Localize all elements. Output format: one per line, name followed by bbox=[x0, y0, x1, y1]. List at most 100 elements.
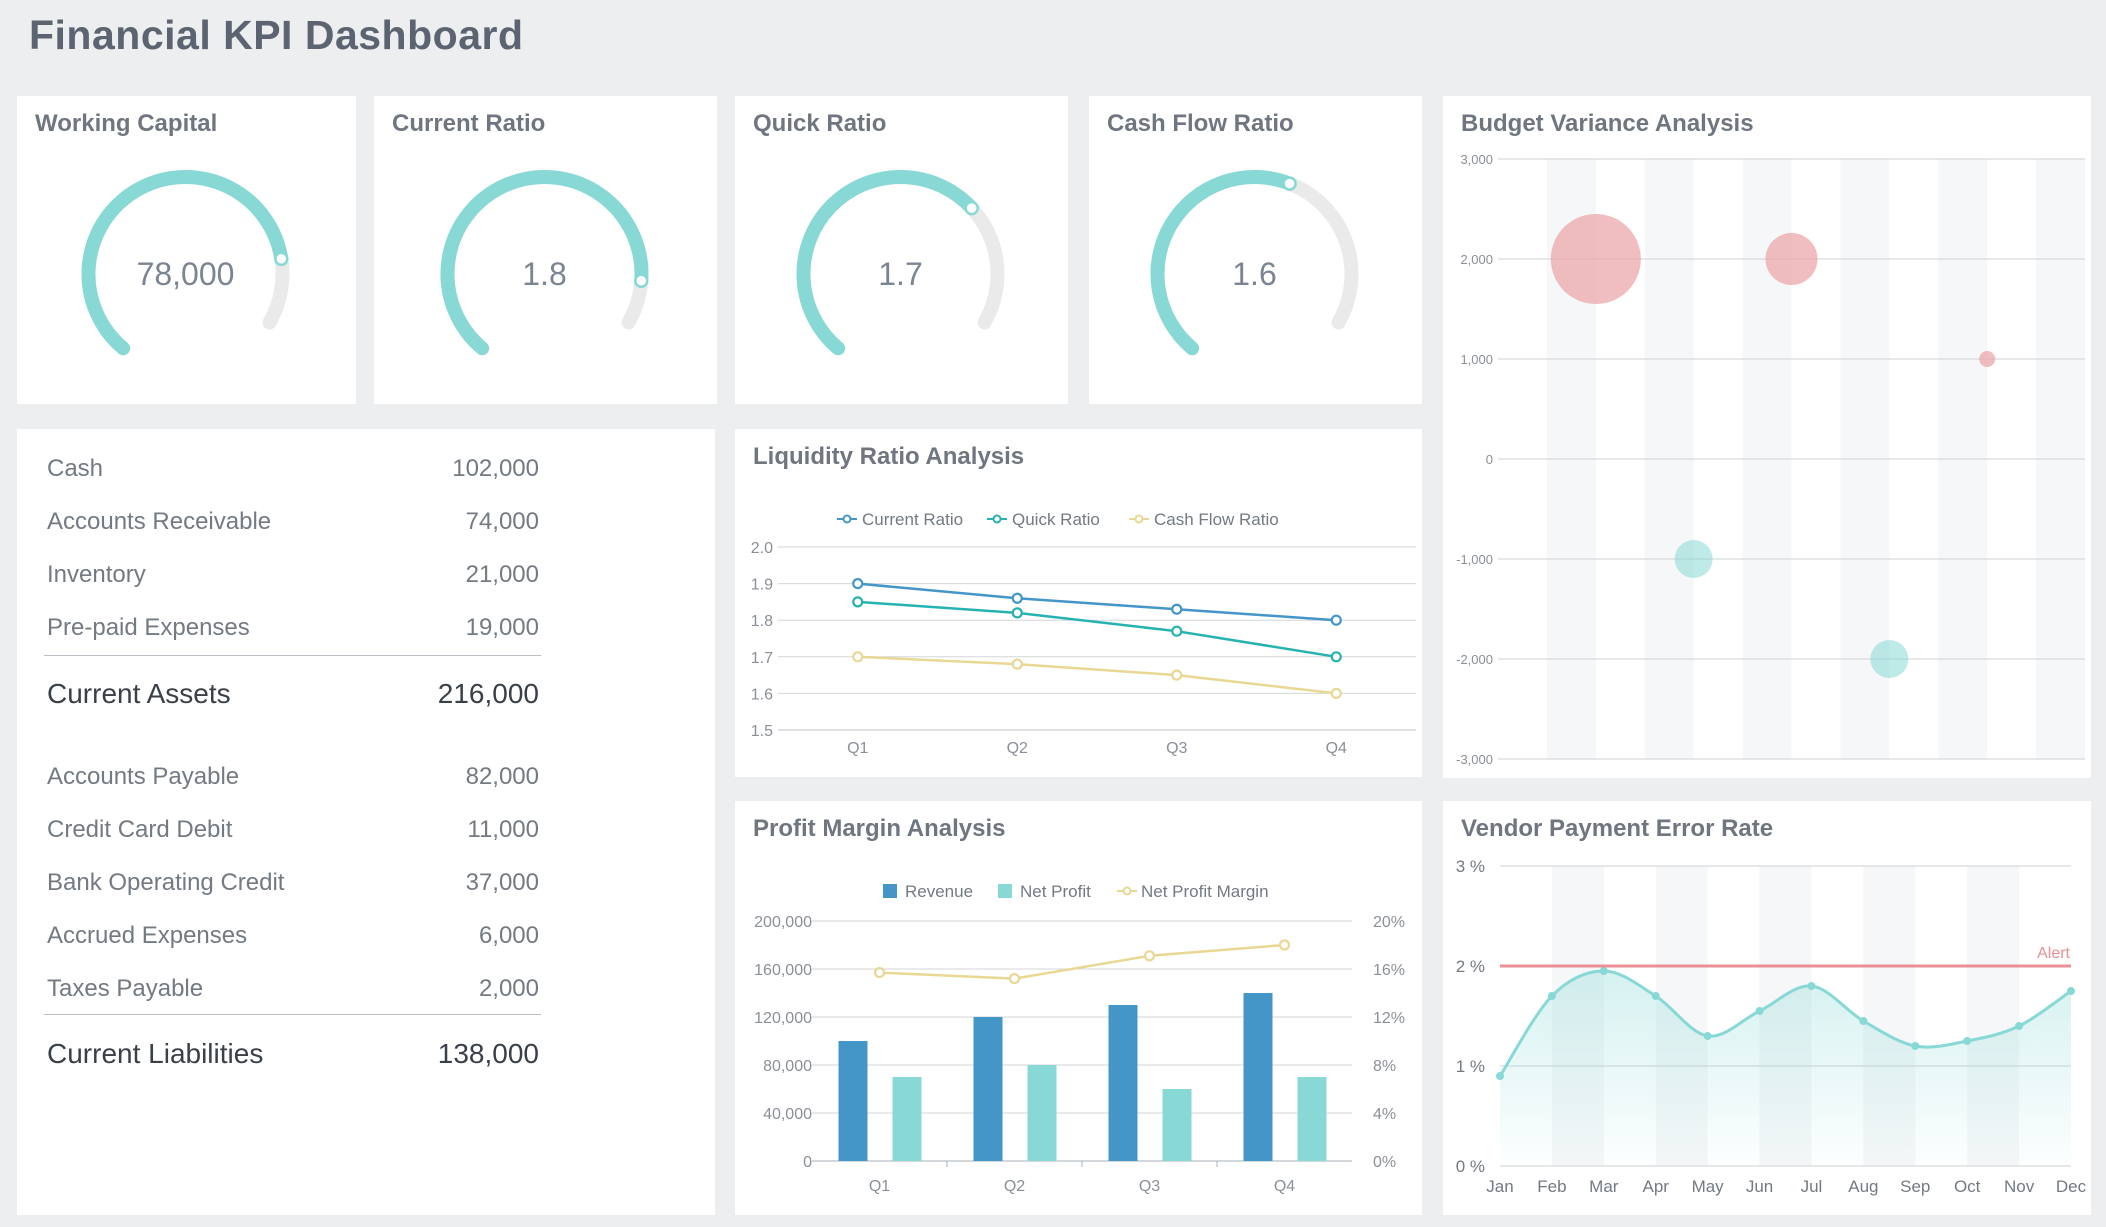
data-point bbox=[1171, 625, 1183, 637]
x-tick-label: Feb bbox=[1537, 1177, 1566, 1196]
legend-label: Cash Flow Ratio bbox=[1154, 510, 1279, 529]
data-point bbox=[2067, 987, 2075, 995]
revenue-bar bbox=[1108, 1005, 1138, 1161]
alert-label: Alert bbox=[2037, 945, 2070, 962]
row-value: 19,000 bbox=[465, 614, 539, 641]
x-tick-label: Dec bbox=[2056, 1177, 2087, 1196]
vendor-payment-card: Vendor Payment Error Rate 3 % 2 % 1 % 0 % Al… bbox=[1443, 801, 2091, 1215]
row-label: Pre-paid Expenses bbox=[47, 614, 250, 641]
gauge-value: 78,000 bbox=[137, 256, 235, 292]
legend-label: Quick Ratio bbox=[1012, 510, 1100, 529]
row-value: 6,000 bbox=[478, 922, 539, 949]
data-point bbox=[1330, 614, 1342, 626]
series-line bbox=[857, 655, 1337, 695]
y-tick-label: -1,000 bbox=[1456, 552, 1493, 567]
data-point bbox=[1859, 1017, 1868, 1025]
gauge-value: 1.6 bbox=[1232, 256, 1276, 292]
row-label: Bank Operating Credit bbox=[47, 869, 285, 896]
legend-label: Net Profit Margin bbox=[1141, 882, 1269, 901]
y2-tick-label: 8% bbox=[1373, 1058, 1396, 1075]
net-profit-bar bbox=[1027, 1065, 1057, 1161]
table-divider bbox=[44, 655, 541, 656]
variance-bubble bbox=[1550, 214, 1641, 304]
table-row: Bank Operating Credit 37,000 bbox=[47, 863, 539, 903]
y-tick-label: 2,000 bbox=[1460, 252, 1493, 267]
y-tick-label: 1 % bbox=[1456, 1057, 1485, 1076]
data-point bbox=[852, 596, 864, 608]
chart-title: Profit Margin Analysis bbox=[753, 815, 1006, 842]
gauge-value: 1.7 bbox=[878, 256, 922, 292]
cash-flow-ratio-card: Cash Flow Ratio 1.6 bbox=[1089, 96, 1422, 404]
y-tick-label: 120,000 bbox=[754, 1010, 812, 1027]
variance-bubble bbox=[1870, 640, 1909, 678]
data-point bbox=[1963, 1037, 1972, 1045]
x-tick-label: Q2 bbox=[1004, 1178, 1025, 1195]
row-label: Cash bbox=[47, 455, 104, 482]
data-point bbox=[1807, 982, 1816, 990]
gauge-value: 1.8 bbox=[522, 256, 566, 292]
x-tick-label: Q2 bbox=[1007, 740, 1028, 757]
data-point bbox=[2015, 1022, 2024, 1030]
variance-bubble bbox=[1979, 351, 1996, 367]
x-tick-label: Jan bbox=[1486, 1177, 1513, 1196]
data-point bbox=[1143, 950, 1156, 962]
series-line bbox=[857, 600, 1337, 659]
table-row: Inventory 21,000 bbox=[47, 555, 539, 595]
data-point bbox=[1011, 658, 1023, 670]
table-row: Accrued Expenses 6,000 bbox=[47, 916, 539, 956]
gauge-title: Quick Ratio bbox=[753, 110, 887, 137]
dashboard-title: Financial KPI Dashboard bbox=[29, 12, 524, 58]
chart-title: Budget Variance Analysis bbox=[1461, 110, 1754, 137]
revenue-bar bbox=[973, 1017, 1003, 1161]
table-row: Cash 102,000 bbox=[47, 449, 539, 489]
gauge-fill bbox=[440, 170, 649, 356]
table-total-row: Current Liabilities 138,000 bbox=[47, 1032, 539, 1072]
chart-title: Vendor Payment Error Rate bbox=[1461, 815, 1774, 842]
row-label: Accounts Receivable bbox=[47, 508, 272, 535]
legend-swatch bbox=[883, 884, 897, 898]
x-tick-label: Q1 bbox=[869, 1178, 890, 1195]
gauge: 1.6 bbox=[1150, 170, 1359, 356]
row-value: 74,000 bbox=[465, 508, 539, 535]
table-total-row: Current Assets 216,000 bbox=[47, 672, 539, 712]
gauge-fill bbox=[81, 170, 289, 356]
data-point bbox=[1496, 1072, 1504, 1080]
data-point bbox=[1330, 651, 1342, 663]
gauge-title: Working Capital bbox=[35, 110, 218, 137]
y-tick-label: 1.6 bbox=[751, 686, 773, 703]
y-tick-label: 200,000 bbox=[754, 914, 812, 931]
y-tick-label: 3 % bbox=[1456, 857, 1485, 876]
legend-label: Revenue bbox=[905, 882, 973, 901]
x-tick-label: Q3 bbox=[1166, 740, 1187, 757]
data-point bbox=[1599, 967, 1608, 975]
data-point bbox=[1278, 939, 1291, 951]
y2-tick-label: 20% bbox=[1373, 914, 1405, 931]
legend-label: Net Profit bbox=[1020, 882, 1091, 901]
liquidity-ratio-chart: 2.0 1.9 1.8 1.7 1.6 1.5 Q1 Q2 Q3 Q4 Current Ratio Q… bbox=[751, 510, 1416, 757]
gauge: 78,000 bbox=[81, 170, 290, 356]
x-tick-label: Aug bbox=[1848, 1177, 1878, 1196]
legend-label: Current Ratio bbox=[862, 510, 963, 529]
liquidity-ratio-card: Liquidity Ratio Analysis 2.0 1.9 1.8 1.7 1.6… bbox=[735, 429, 1422, 777]
x-tick-label: Nov bbox=[2004, 1177, 2035, 1196]
x-tick-label: Sep bbox=[1900, 1177, 1930, 1196]
data-point bbox=[1008, 973, 1021, 985]
data-point bbox=[1171, 603, 1183, 615]
gauge-fill bbox=[1150, 170, 1297, 356]
gauge-title: Current Ratio bbox=[392, 110, 546, 137]
revenue-bar bbox=[1243, 993, 1273, 1161]
y-tick-label: 0 % bbox=[1456, 1157, 1485, 1176]
table-row: Credit Card Debit 11,000 bbox=[47, 810, 539, 850]
row-value: 21,000 bbox=[465, 561, 539, 588]
data-point bbox=[1911, 1042, 1920, 1050]
gauge-marker bbox=[274, 251, 289, 267]
y-tick-label: 1.5 bbox=[751, 723, 773, 740]
quick-ratio-card: Quick Ratio 1.7 bbox=[735, 96, 1068, 404]
x-tick-label: May bbox=[1692, 1177, 1725, 1196]
y2-tick-label: 0% bbox=[1373, 1154, 1396, 1171]
legend-marker bbox=[842, 514, 852, 524]
data-point bbox=[1330, 687, 1342, 699]
y-tick-label: 160,000 bbox=[754, 962, 812, 979]
variance-bubble bbox=[1674, 540, 1713, 578]
row-label: Taxes Payable bbox=[47, 975, 204, 1002]
